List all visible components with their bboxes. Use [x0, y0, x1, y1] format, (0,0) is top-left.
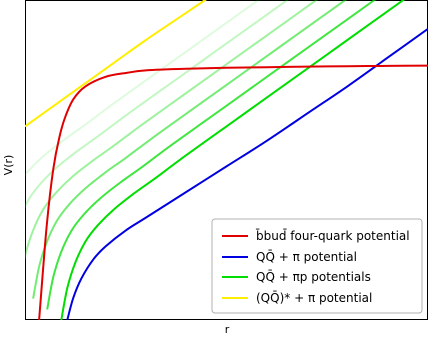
- series-line-pip-faint-3: [25, 0, 319, 261]
- series-line-pip-faint-5: [25, 0, 261, 177]
- legend-label-qq-pip: QQ̄ + πp potentials: [256, 270, 371, 284]
- series-line-pip-faint-2: [32, 0, 348, 299]
- series-line-qq-pip: [60, 0, 406, 320]
- legend: b̄bud̄ four-quark potential QQ̄ + π pote…: [211, 218, 423, 314]
- legend-label-excited-qq-pi: (QQ̄)* + π potential: [256, 291, 372, 305]
- series-line-qq-pi: [66, 27, 428, 320]
- series-line-pip-faint-4: [25, 0, 290, 209]
- series-line-four-quark: [38, 64, 428, 320]
- legend-label-qq-pi: QQ̄ + π potential: [256, 250, 357, 264]
- legend-label-four-quark: b̄bud̄ four-quark potential: [256, 229, 410, 243]
- curves-layer: [25, 0, 428, 320]
- plot-frame: [25, 0, 428, 320]
- x-axis-label: r: [225, 323, 230, 336]
- y-axis-label: V(r): [2, 155, 15, 176]
- series-line-excited-qq-pi: [25, 0, 207, 128]
- series-line-pip-faint-1: [46, 0, 377, 310]
- legend-box: [211, 218, 423, 314]
